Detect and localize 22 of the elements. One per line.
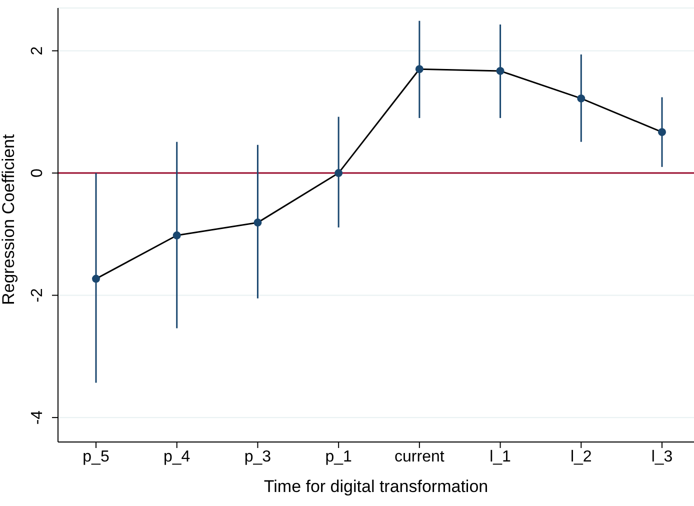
point	[415, 65, 424, 74]
point	[172, 231, 181, 240]
point	[254, 218, 262, 227]
x-axis-title: Time for digital transformation	[264, 477, 488, 496]
x-tick-label: p_4	[164, 448, 190, 466]
x-tick-label: p_3	[244, 448, 272, 466]
point	[496, 66, 504, 75]
x-tick-label: l_3	[651, 448, 673, 466]
y-tick-label: 2	[29, 46, 46, 56]
y-axis-title: Regression Coefficient	[0, 134, 18, 305]
x-tick-label: l_2	[570, 448, 592, 466]
y-tick-label: -2	[29, 288, 46, 302]
point	[577, 94, 586, 102]
point	[92, 274, 100, 283]
point	[658, 128, 666, 136]
x-tick-label: p_5	[82, 448, 110, 466]
x-tick-label: p_1	[325, 448, 352, 466]
x-tick-label: current	[394, 448, 445, 466]
point	[334, 169, 343, 178]
y-tick-label: -4	[29, 410, 46, 425]
x-tick-label: l_1	[490, 448, 512, 466]
y-tick-label: 0	[29, 168, 46, 178]
